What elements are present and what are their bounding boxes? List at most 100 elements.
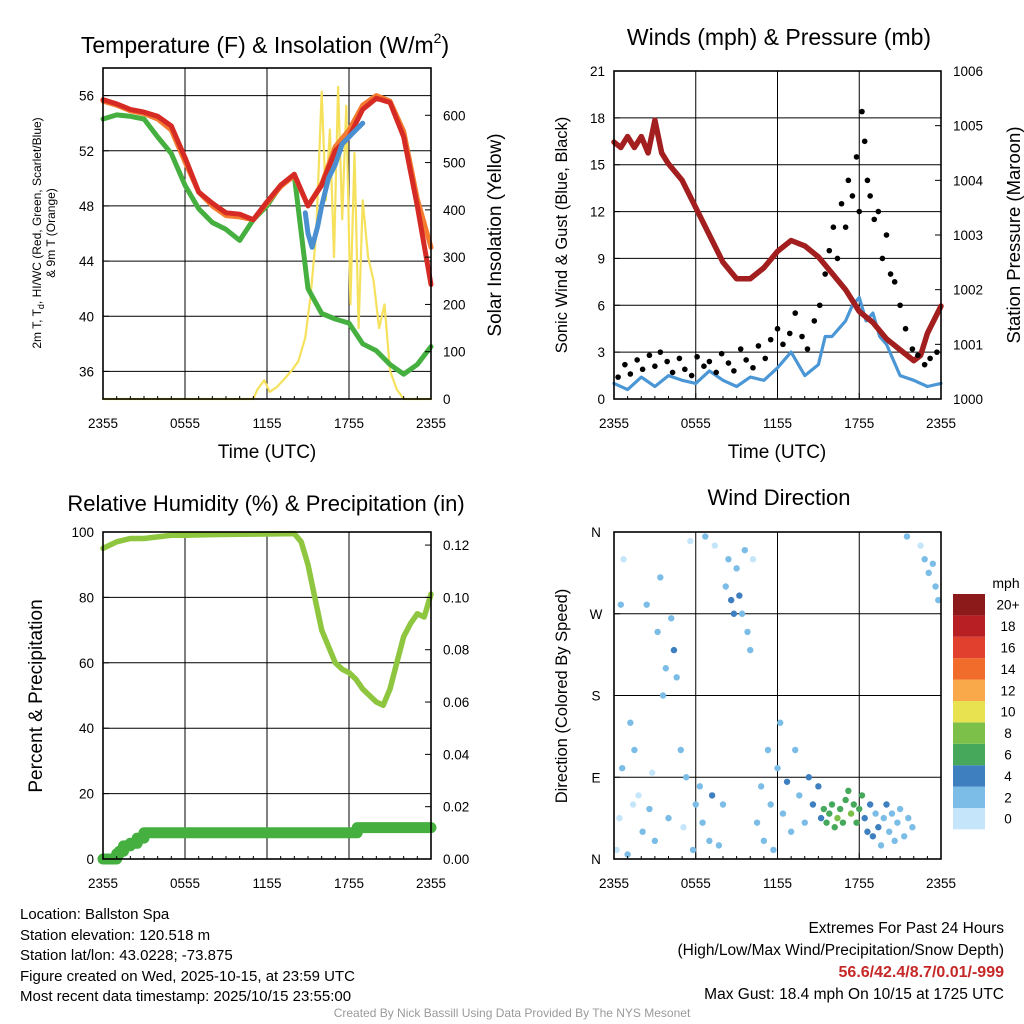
direction-tick-label: W [590, 607, 603, 622]
y-tick-label: 36 [79, 364, 94, 379]
direction-point [858, 792, 866, 799]
gust-point [755, 343, 762, 349]
direction-point [820, 805, 828, 813]
direction-point [872, 810, 879, 817]
y-right-tick-label: 1006 [953, 64, 983, 79]
pressure-line [611, 117, 944, 364]
gust-point [826, 247, 833, 254]
winds-gridlines [614, 71, 941, 399]
colorbar-swatch [953, 615, 985, 637]
temperature-panel: Temperature (F) & Insolation (W/m2) 2355… [30, 30, 506, 463]
gust-point [838, 200, 845, 207]
colorbar-label: 12 [1000, 683, 1015, 698]
direction-point [727, 596, 735, 604]
direction-point [719, 801, 727, 808]
y-tick-label: 44 [79, 254, 95, 269]
direction-point [767, 801, 774, 808]
direction-point [875, 824, 882, 831]
gust-point [652, 363, 658, 370]
x-tick-label: 2355 [416, 416, 446, 431]
x-tick-label: 2355 [88, 416, 118, 431]
direction-point [932, 583, 939, 590]
direction-point [826, 810, 833, 817]
y-tick-label: 100 [71, 525, 94, 540]
temperature-gridlines [103, 68, 431, 399]
y-tick-label: 0 [86, 852, 94, 867]
gust-point [737, 346, 744, 352]
direction-point [845, 787, 852, 795]
gust-point [669, 369, 676, 376]
gust-point [934, 349, 940, 355]
direction-point [673, 674, 680, 681]
colorbar-swatch [953, 743, 985, 766]
gust-point [743, 357, 749, 363]
direction-series [613, 533, 942, 858]
direction-point [935, 596, 942, 604]
direction-point [659, 692, 667, 699]
direction-point [627, 719, 634, 726]
gust-point [762, 355, 769, 362]
direction-point [901, 833, 908, 840]
y-right-tick-label: 100 [443, 345, 466, 360]
direction-point [787, 828, 795, 835]
gust-point [682, 366, 688, 373]
direction-point [654, 628, 661, 636]
colorbar-swatch [953, 722, 985, 744]
x-tick-label: 1755 [844, 416, 874, 431]
colorbar-swatch [953, 786, 985, 808]
x-tick-label: 2355 [599, 876, 629, 891]
colorbar-label: 20+ [997, 598, 1020, 613]
direction-point [635, 792, 642, 799]
winds-ylabel: Sonic Wind & Gust (Blue, Black) [553, 117, 571, 354]
humidity-series [97, 530, 437, 865]
gust-point [725, 360, 732, 366]
gust-point [915, 352, 921, 359]
y-tick-label: 40 [79, 309, 94, 324]
colorbar-label: 18 [1000, 619, 1015, 634]
colorbar-label: 0 [1004, 812, 1012, 827]
x-tick-label: 1755 [334, 416, 364, 431]
humidity-line [100, 530, 434, 709]
gust-point [842, 224, 849, 230]
direction-point [839, 819, 847, 826]
y-right-tick-label: 1005 [953, 119, 983, 134]
gust-point [676, 355, 683, 362]
direction-point [749, 556, 757, 563]
temperature-ticks: 2355 0555 1155 1755 2355 36 40 44 48 52 56 0 100 200 3… [79, 89, 466, 431]
y-tick-label: 80 [79, 590, 94, 605]
direction-point [657, 574, 664, 581]
y-tick-label: 6 [597, 298, 605, 313]
y-tick-label: 56 [79, 89, 94, 104]
x-tick-label: 1755 [844, 876, 874, 891]
y-right-tick-label: 0.10 [443, 590, 469, 605]
direction-point [722, 583, 729, 590]
direction-point [629, 801, 637, 808]
direction-panel: Wind Direction 2355 0555 1155 1755 2355 N E S W N… [553, 485, 1020, 891]
humidity-ticks: 2355 0555 1155 1755 2355 0 20 40 60 80 100 0.00 0.02… [71, 525, 469, 891]
gust-point [879, 255, 886, 262]
insolation-line [101, 85, 433, 401]
y-tick-label: 9 [597, 251, 605, 266]
direction-point [736, 592, 743, 599]
direction-point [670, 646, 678, 654]
direction-point [639, 828, 646, 835]
direction-point [680, 824, 687, 831]
direction-point [725, 556, 732, 563]
direction-point [925, 569, 932, 577]
direction-point [646, 805, 653, 813]
y-tick-label: 3 [597, 345, 605, 360]
y-right-tick-label: 1002 [953, 283, 983, 298]
gust-point [664, 358, 670, 365]
gust-point [786, 330, 793, 337]
gust-point [856, 208, 863, 215]
direction-point [651, 837, 659, 845]
humidity-ylabel: Percent & Precipitation [26, 599, 47, 792]
direction-tick-label: S [591, 689, 600, 704]
sonic-wind-line [612, 295, 943, 392]
x-tick-label: 1155 [252, 416, 281, 431]
gust-point [891, 279, 898, 285]
temperature-series [100, 85, 434, 401]
direction-point [699, 819, 706, 826]
direction-tick-label: N [591, 525, 601, 540]
gust-point [657, 349, 664, 355]
